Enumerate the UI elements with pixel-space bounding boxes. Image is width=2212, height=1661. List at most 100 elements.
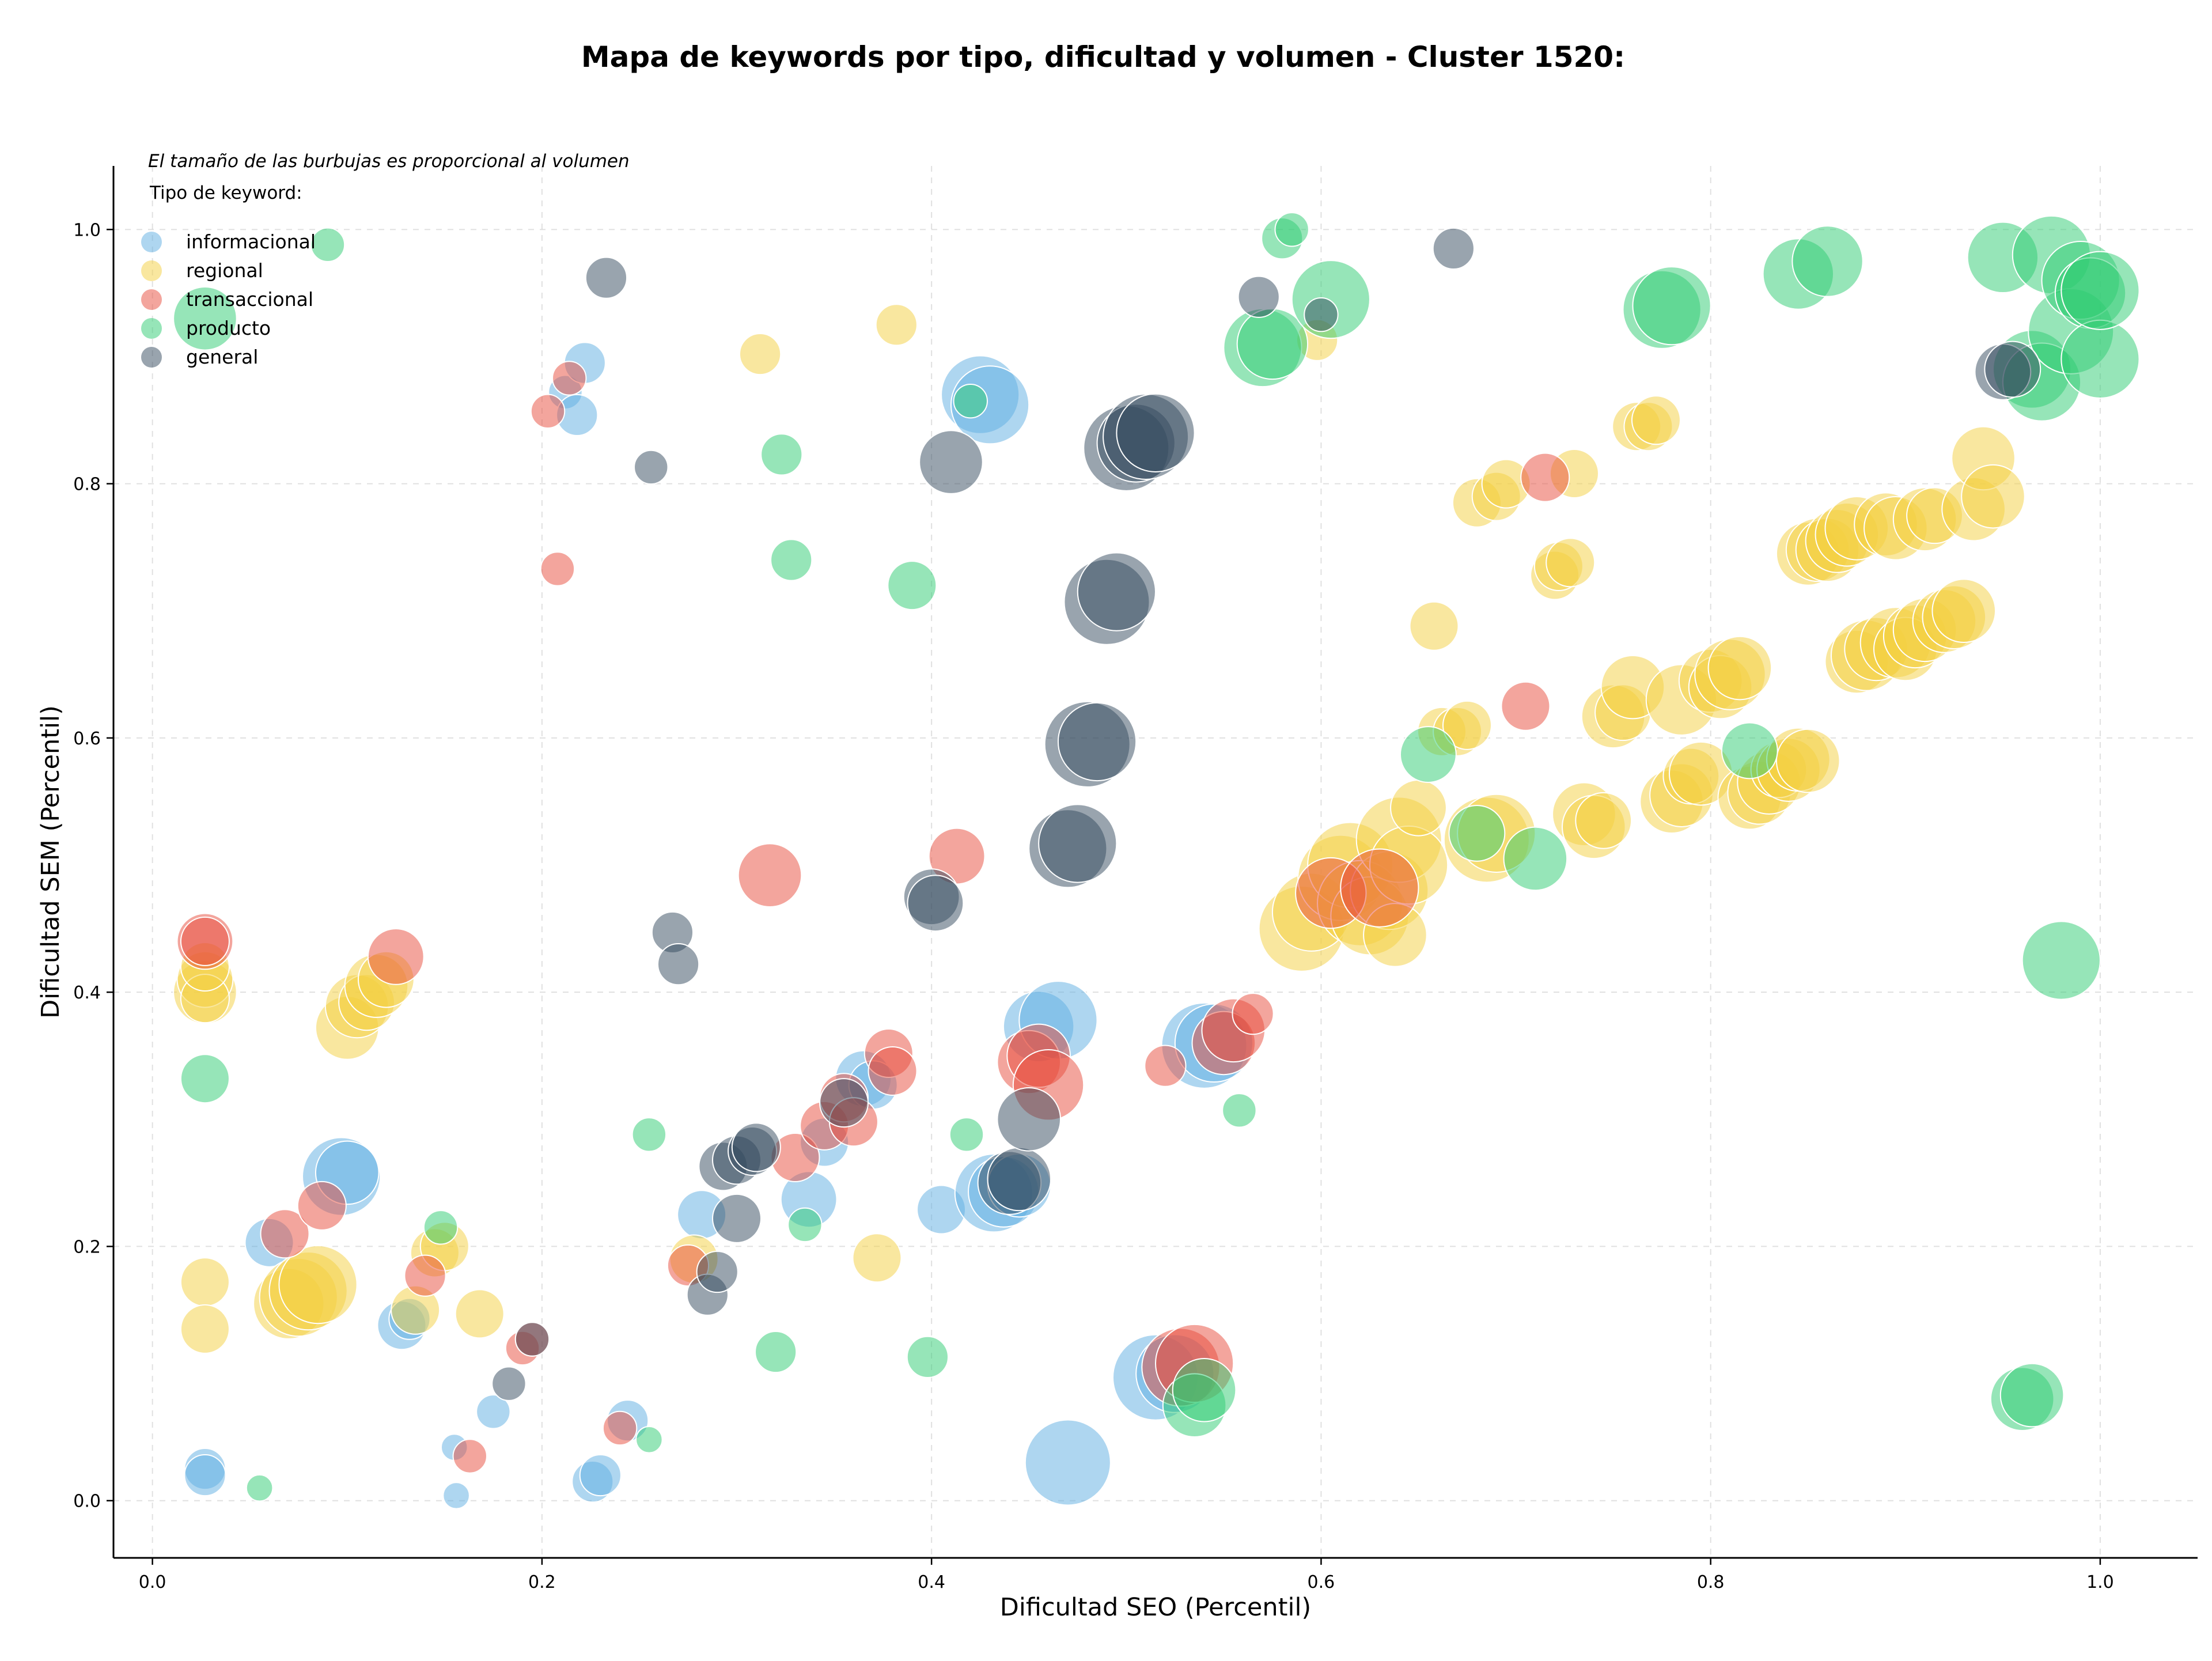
legend-title: Tipo de keyword: [149, 183, 302, 203]
bubble-layer [173, 212, 2140, 1509]
bubble-transaccional [602, 1410, 638, 1446]
bubble-regional [1442, 700, 1493, 750]
legend-marker-informacional [141, 232, 162, 252]
bubble-producto [1632, 266, 1711, 346]
y-tick-label: 0.4 [73, 983, 101, 1003]
bubble-producto [245, 1474, 274, 1502]
legend-label-informacional: informacional [186, 230, 316, 253]
bubble-producto [887, 561, 937, 611]
bubble-producto [423, 1210, 459, 1245]
bubble-producto [906, 1335, 949, 1378]
x-tick-label: 0.2 [528, 1572, 556, 1592]
bubble-regional [1931, 578, 1997, 644]
bubble-general [712, 1193, 762, 1243]
bubble-general [1984, 340, 2041, 398]
bubble-general [907, 875, 964, 932]
bubble-producto [1999, 1363, 2065, 1428]
x-tick-label: 0.8 [1697, 1572, 1725, 1592]
bubble-transaccional [540, 551, 575, 587]
bubble-producto [631, 1117, 667, 1152]
bubble-general [987, 1147, 1052, 1212]
axes [112, 166, 2198, 1559]
bubble-regional [1390, 779, 1447, 837]
bubble-general [1057, 702, 1137, 782]
bubble-general [1304, 297, 1339, 332]
bubble-regional [1546, 538, 1596, 588]
x-axis-label: Dificultad SEO (Percentil) [1000, 1593, 1311, 1622]
bubble-producto [1448, 804, 1506, 862]
bubble-transaccional [1340, 848, 1419, 928]
bubble-informacional [442, 1482, 470, 1509]
x-tick-label: 0.0 [139, 1572, 166, 1592]
bubble-general [491, 1366, 527, 1401]
chart-title: Mapa de keywords por tipo, dificultad y … [581, 40, 1625, 74]
bubble-regional [454, 1289, 505, 1339]
bubble-regional [1409, 601, 1459, 651]
bubble-general [634, 449, 669, 485]
bubble-transaccional [1501, 681, 1551, 731]
bubble-transaccional [180, 916, 230, 966]
bubble-producto [2021, 921, 2101, 1000]
bubble-transaccional [1520, 452, 1570, 502]
bubble-producto [1222, 1093, 1257, 1128]
bubble-transaccional [1232, 993, 1274, 1035]
bubble-informacional [1024, 1419, 1111, 1506]
bubble-informacional [579, 1454, 622, 1497]
series-general [491, 227, 2041, 1401]
bubble-producto [310, 227, 346, 262]
series-transaccional [176, 361, 1570, 1474]
bubble-producto [635, 1426, 663, 1454]
bubble-general [997, 1087, 1062, 1152]
bubble-transaccional [367, 928, 425, 985]
bubble-producto [1172, 1357, 1237, 1422]
bubble-regional [1707, 635, 1772, 701]
legend-label-regional: regional [186, 259, 263, 282]
bubble-producto [949, 1117, 984, 1152]
bubble-transaccional [530, 394, 566, 429]
legend-marker-producto [141, 318, 162, 339]
bubble-general [1077, 552, 1156, 631]
bubble-transaccional [552, 361, 587, 396]
legend-items: informacional regional transaccional produc… [141, 230, 316, 368]
bubble-transaccional [868, 1046, 918, 1096]
bubble-general [731, 1122, 781, 1172]
y-tick-label: 1.0 [73, 220, 101, 240]
bubble-general [919, 430, 983, 494]
y-tick-label: 0.0 [73, 1492, 101, 1512]
x-tick-label: 1.0 [2086, 1572, 2114, 1592]
bubble-regional [180, 1257, 230, 1307]
bubble-producto [1399, 726, 1457, 783]
bubble-general [1237, 275, 1280, 318]
bubble-informacional [184, 1454, 226, 1497]
series-informacional [184, 342, 1254, 1509]
y-tick-label: 0.2 [73, 1237, 101, 1257]
legend-label-general: general [186, 346, 258, 368]
bubble-regional [1575, 792, 1633, 849]
bubble-regional [852, 1233, 902, 1283]
bubble-producto [1503, 826, 1568, 891]
bubble-producto [2061, 319, 2140, 399]
bubble-regional [875, 304, 918, 346]
legend-label-producto: producto [186, 317, 271, 339]
bubble-regional [180, 1304, 230, 1354]
bubble-producto [953, 383, 988, 419]
bubble-producto [770, 539, 813, 581]
tick-labels: 0.0 0.2 0.4 0.6 0.8 1.0 0.0 0.2 0.4 0.6 0.8 1.0 [73, 220, 2114, 1592]
bubble-producto [1791, 225, 1863, 297]
bubble-transaccional [1144, 1045, 1187, 1087]
legend: El tamaño de las burbujas es proporciona… [141, 151, 630, 368]
bubble-transaccional [737, 843, 802, 907]
x-tick-label: 0.6 [1308, 1572, 1335, 1592]
bubble-general [585, 256, 628, 299]
bubble-general [657, 943, 700, 986]
legend-marker-general [141, 347, 162, 368]
x-tick-label: 0.4 [918, 1572, 945, 1592]
y-tick-label: 0.8 [73, 475, 101, 495]
bubble-transaccional [452, 1439, 487, 1474]
bubble-regional [738, 332, 782, 376]
y-tick-label: 0.6 [73, 729, 101, 749]
legend-marker-regional [141, 260, 162, 281]
size-note: El tamaño de las burbujas es proporciona… [148, 151, 630, 172]
y-axis-label: Dificultad SEM (Percentil) [36, 705, 65, 1019]
